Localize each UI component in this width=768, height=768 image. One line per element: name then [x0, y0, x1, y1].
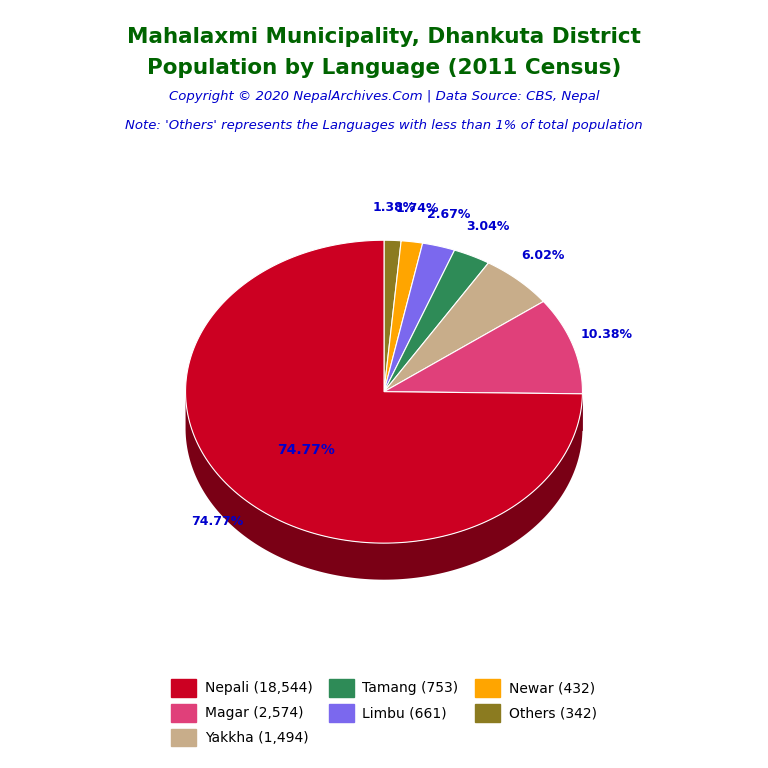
Text: 1.38%: 1.38%: [372, 200, 415, 214]
Text: 1.74%: 1.74%: [396, 202, 439, 215]
Polygon shape: [186, 393, 582, 580]
Polygon shape: [384, 241, 422, 392]
Polygon shape: [384, 243, 455, 392]
Text: Population by Language (2011 Census): Population by Language (2011 Census): [147, 58, 621, 78]
Polygon shape: [384, 240, 401, 392]
Polygon shape: [186, 240, 582, 543]
Text: Copyright © 2020 NepalArchives.Com | Data Source: CBS, Nepal: Copyright © 2020 NepalArchives.Com | Dat…: [169, 90, 599, 103]
Polygon shape: [384, 302, 582, 394]
Text: Note: 'Others' represents the Languages with less than 1% of total population: Note: 'Others' represents the Languages …: [125, 119, 643, 132]
Text: 3.04%: 3.04%: [466, 220, 509, 233]
Legend: Nepali (18,544), Magar (2,574), Yakkha (1,494), Tamang (753), Limbu (661), Newar: Nepali (18,544), Magar (2,574), Yakkha (…: [164, 672, 604, 753]
Text: 2.67%: 2.67%: [427, 207, 470, 220]
Text: Mahalaxmi Municipality, Dhankuta District: Mahalaxmi Municipality, Dhankuta Distric…: [127, 27, 641, 47]
Text: 74.77%: 74.77%: [191, 515, 243, 528]
Text: 10.38%: 10.38%: [581, 329, 633, 342]
Polygon shape: [384, 263, 544, 392]
Polygon shape: [384, 250, 488, 392]
Text: 74.77%: 74.77%: [277, 443, 335, 457]
Text: 6.02%: 6.02%: [521, 249, 564, 262]
